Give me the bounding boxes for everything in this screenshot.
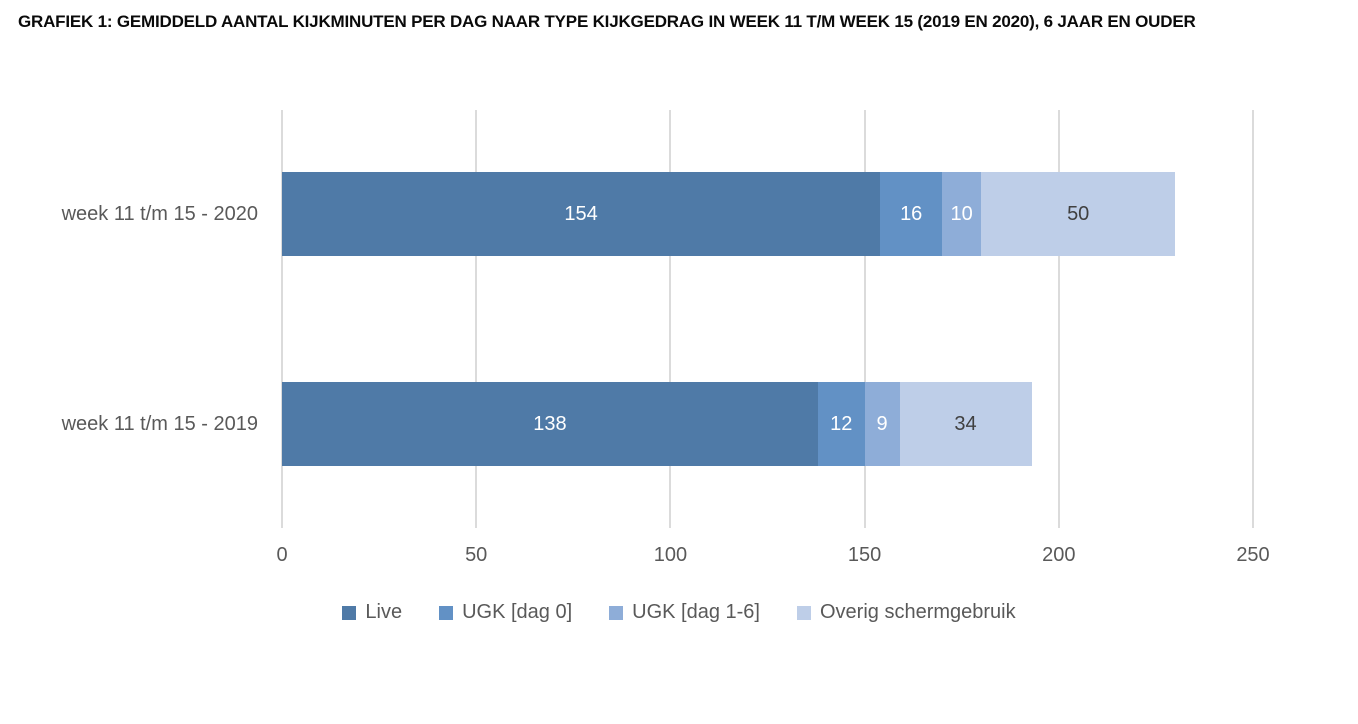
x-tick-label: 100: [653, 544, 688, 566]
category-label: week 11 t/m 15 - 2019: [61, 412, 258, 435]
gridline: [863, 110, 866, 528]
gridline: [281, 110, 283, 528]
legend-label: UGK [dag 0]: [462, 601, 573, 623]
bar-value-label: 9: [876, 413, 888, 435]
gridline: [1252, 110, 1254, 528]
bar-segment: 154: [282, 172, 881, 256]
bar-row: 154 16 10 50: [282, 172, 1253, 256]
x-tick-label: 250: [1236, 544, 1270, 566]
x-tick-label: 200: [1042, 544, 1076, 566]
bar-segment: 12: [817, 382, 865, 466]
bar-value-label: 50: [1067, 203, 1090, 225]
bar-value-label: 12: [830, 413, 853, 435]
legend-item: Live: [342, 601, 402, 624]
legend-swatch: [439, 605, 454, 620]
x-tick-label: 150: [847, 544, 882, 566]
bar-value-label: 138: [533, 413, 567, 435]
bar-value-label: 16: [900, 203, 923, 225]
plot-area: 154 16 10 50 138 12 9 34: [281, 110, 1254, 528]
legend-item: UGK [dag 0]: [439, 601, 572, 624]
legend-label: Overig schermgebruik: [819, 601, 1016, 623]
chart-legend: Live UGK [dag 0] UGK [dag 1-6] Overig scher…: [0, 601, 1358, 624]
bar-segment: 138: [282, 382, 818, 466]
legend-label: Live: [365, 601, 403, 623]
gridline: [669, 110, 672, 528]
legend-label: UGK [dag 1-6]: [632, 601, 760, 623]
gridline: [1057, 110, 1060, 528]
bar-row: 138 12 9 34: [282, 382, 1253, 466]
legend-swatch: [609, 605, 624, 620]
bar-segment: 16: [880, 172, 943, 256]
chart-title: GRAFIEK 1: GEMIDDELD AANTAL KIJKMINUTEN …: [18, 12, 1196, 31]
legend-item: Overig schermgebruik: [796, 601, 1016, 624]
legend-swatch: [796, 605, 811, 620]
bar-value-label: 154: [564, 203, 598, 225]
x-tick-label: 0: [276, 544, 288, 566]
bar-segment: 34: [899, 382, 1032, 466]
x-tick-label: 50: [465, 544, 488, 566]
legend-swatch: [342, 605, 357, 620]
bar-value-label: 34: [954, 413, 977, 435]
bar-segment: 50: [981, 172, 1176, 256]
bar-segment: 9: [864, 382, 900, 466]
bar-segment: 10: [942, 172, 982, 256]
category-label: week 11 t/m 15 - 2020: [61, 202, 258, 225]
legend-item: UGK [dag 1-6]: [609, 601, 760, 624]
gridline: [475, 110, 478, 528]
bar-value-label: 10: [950, 203, 973, 225]
